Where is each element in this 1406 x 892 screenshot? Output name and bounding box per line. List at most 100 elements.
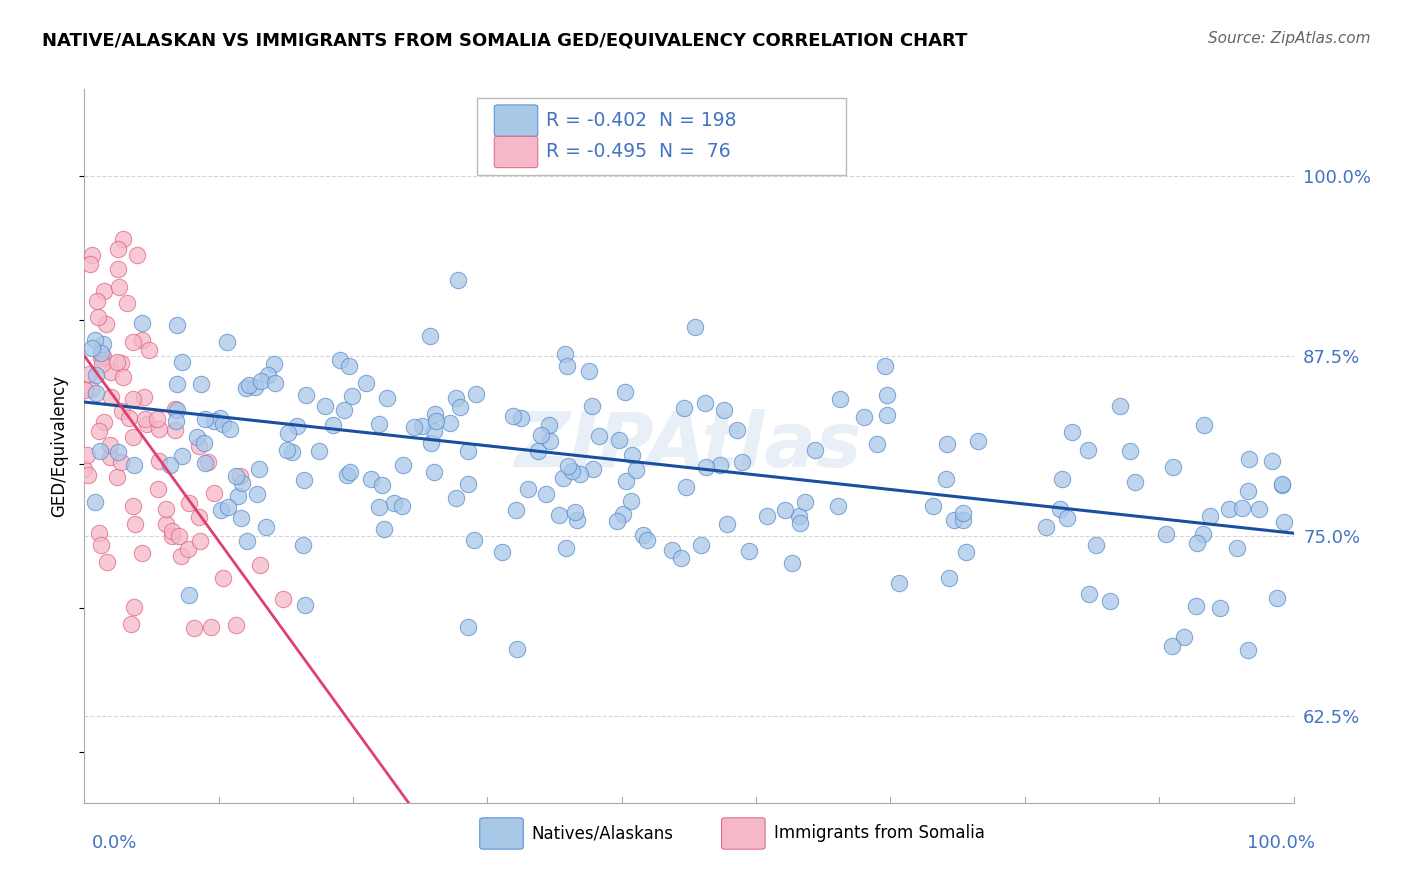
Point [693, 396, 716, 410]
FancyBboxPatch shape [721, 818, 765, 849]
Point [491, 544, 513, 558]
Point [87, 310, 110, 325]
Point [170, 449, 193, 463]
Point [122, 430, 145, 444]
Point [675, 480, 697, 494]
Point [84, 385, 107, 400]
Point [534, 487, 557, 501]
Point [565, 513, 588, 527]
Point [612, 508, 634, 522]
Point [118, 411, 141, 425]
Point [538, 434, 561, 448]
Point [194, 456, 217, 470]
Point [1261, 454, 1284, 468]
Point [257, 368, 280, 382]
Point [457, 620, 479, 634]
Point [1271, 476, 1294, 491]
Point [135, 417, 157, 431]
Point [170, 549, 193, 564]
Point [419, 328, 441, 343]
Point [336, 467, 359, 482]
Point [938, 571, 960, 585]
Point [709, 458, 731, 472]
Point [368, 417, 391, 432]
Point [371, 478, 394, 492]
Point [209, 502, 232, 516]
Point [276, 442, 298, 457]
Point [281, 444, 304, 458]
Point [457, 476, 479, 491]
Text: NATIVE/ALASKAN VS IMMIGRANTS FROM SOMALIA GED/EQUIVALENCY CORRELATION CHART: NATIVE/ALASKAN VS IMMIGRANTS FROM SOMALI… [42, 31, 967, 49]
Point [166, 376, 188, 391]
Point [91, 357, 114, 371]
Point [107, 261, 129, 276]
Point [263, 376, 285, 391]
Point [922, 499, 945, 513]
Point [1076, 443, 1098, 458]
Point [117, 296, 139, 310]
Point [564, 505, 586, 519]
Point [463, 533, 485, 547]
Point [107, 243, 129, 257]
FancyBboxPatch shape [495, 105, 538, 136]
Text: Source: ZipAtlas.com: Source: ZipAtlas.com [1208, 31, 1371, 46]
Point [87, 525, 110, 540]
Point [1209, 601, 1232, 615]
Point [502, 409, 524, 424]
Point [509, 410, 531, 425]
Point [669, 551, 692, 566]
Point [96, 555, 118, 569]
Point [555, 359, 578, 373]
Point [190, 376, 212, 391]
Point [1230, 501, 1253, 516]
Point [1098, 594, 1121, 608]
Point [340, 389, 363, 403]
Point [225, 469, 247, 483]
Point [166, 402, 188, 417]
Point [100, 365, 122, 379]
Point [167, 529, 190, 543]
Point [866, 437, 889, 451]
Point [236, 533, 259, 548]
Point [177, 541, 200, 556]
Point [131, 333, 153, 347]
Point [146, 482, 169, 496]
Point [555, 541, 578, 555]
Point [876, 388, 898, 402]
Point [360, 472, 382, 486]
Point [582, 461, 605, 475]
Point [1056, 510, 1078, 524]
Point [695, 459, 717, 474]
Point [1192, 527, 1215, 541]
Point [314, 399, 336, 413]
Point [1049, 501, 1071, 516]
Point [337, 359, 360, 374]
Point [1084, 538, 1107, 552]
Point [91, 337, 114, 351]
Point [1237, 643, 1260, 657]
Point [110, 355, 132, 369]
Point [188, 509, 211, 524]
Point [780, 556, 803, 570]
Point [420, 435, 443, 450]
Point [446, 491, 468, 505]
Point [1194, 417, 1216, 432]
Point [165, 413, 187, 427]
Point [787, 509, 810, 524]
Point [537, 418, 560, 433]
Point [122, 458, 145, 472]
Point [211, 571, 233, 585]
Point [1123, 475, 1146, 489]
FancyBboxPatch shape [495, 136, 538, 168]
Point [188, 439, 211, 453]
Point [186, 430, 208, 444]
Point [197, 455, 219, 469]
Point [328, 352, 350, 367]
Point [79, 258, 101, 272]
Point [165, 402, 187, 417]
Point [457, 443, 479, 458]
Point [423, 465, 446, 479]
Point [217, 500, 239, 515]
Point [246, 487, 269, 501]
Point [517, 482, 540, 496]
